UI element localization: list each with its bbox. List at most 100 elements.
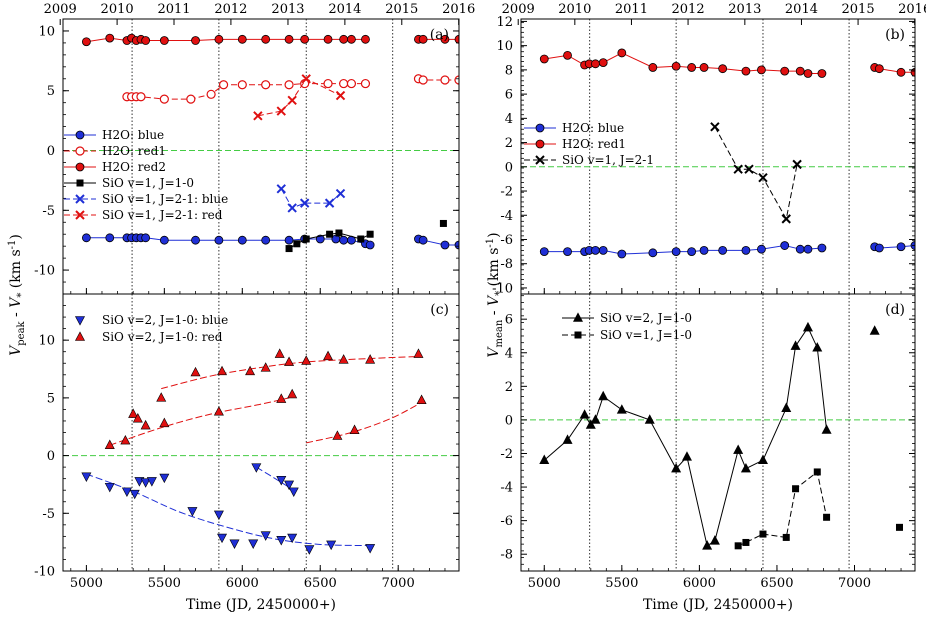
data-point-shape [349, 424, 360, 434]
data-point-shape [699, 63, 709, 72]
legend-marker-shape [75, 331, 85, 341]
data-point-shape [128, 408, 139, 418]
data-point-shape [285, 245, 293, 253]
data-point-shape [744, 164, 754, 174]
data-point [361, 34, 370, 44]
data-point-shape [874, 243, 884, 253]
data-point-shape [813, 468, 821, 476]
data-point [357, 235, 365, 243]
data-point [365, 354, 376, 364]
data-point-shape [821, 424, 832, 434]
year-tick-label: 2015 [385, 2, 418, 17]
data-point [418, 235, 428, 245]
fit-curve [256, 466, 295, 491]
plot-area [539, 321, 903, 550]
data-point [781, 402, 792, 412]
data-point [335, 188, 346, 199]
data-point-shape [261, 34, 271, 44]
fit-curve [306, 402, 422, 444]
data-point-shape [439, 219, 447, 227]
data-point-shape [129, 489, 140, 500]
legend-marker [75, 316, 85, 326]
data-point-shape [217, 365, 228, 376]
legend-label: SiO v=2, J=1-0 [600, 311, 692, 325]
y-tick-label: 10 [38, 24, 55, 39]
data-point-shape [237, 80, 247, 90]
x-axis-label: Time (JD, 2450000+) [186, 597, 336, 613]
data-point-shape [288, 487, 299, 498]
panel-a: 10 5 0 -5 -10 2009 2010 2011 2012 2013 2014 2015 201… [34, 2, 475, 295]
data-point [323, 34, 333, 44]
data-point-shape [585, 419, 596, 429]
data-point [812, 342, 823, 352]
data-point-shape [802, 321, 813, 332]
data-point [757, 65, 766, 75]
data-point [718, 64, 728, 74]
data-point [287, 533, 298, 544]
data-point-shape [213, 406, 224, 416]
data-point-shape [896, 242, 906, 252]
legend-marker-shape [573, 312, 583, 322]
data-point [324, 198, 335, 208]
year-tick-label: 2010 [101, 2, 134, 17]
data-point-shape [81, 472, 92, 482]
data-point-shape [284, 235, 294, 245]
data-point [803, 244, 813, 254]
data-point [349, 424, 360, 434]
data-point [741, 66, 751, 76]
data-point [780, 66, 790, 76]
data-point-shape [81, 233, 91, 243]
data-point [335, 229, 343, 237]
y-tick-label: -8 [500, 257, 513, 272]
data-point [159, 36, 169, 45]
year-tick-label: 2013 [271, 2, 304, 17]
data-point [365, 544, 376, 554]
data-point-shape [757, 65, 766, 75]
y-axis-label-right: Vmean - V* (km s-1) [485, 232, 505, 357]
y-tick-label: 2 [505, 136, 513, 151]
legend-marker [75, 162, 85, 172]
data-point [159, 473, 170, 484]
data-point-shape [563, 247, 572, 256]
legend-marker [75, 194, 85, 204]
data-point-shape [616, 404, 627, 414]
data-point [741, 245, 751, 255]
legend-marker-shape [75, 194, 85, 204]
data-point [261, 80, 271, 90]
data-point [274, 348, 285, 358]
data-point [440, 34, 450, 44]
legend: H2O: blue H2O: red1 H2O: red2 SiO v=1, J=1-… [64, 128, 228, 222]
y-tick-label: 10 [38, 334, 55, 349]
data-point [347, 34, 356, 44]
data-point [699, 63, 709, 72]
y-tick-label: 6 [505, 88, 513, 103]
data-point [591, 59, 600, 69]
data-point [140, 419, 151, 430]
data-point [734, 542, 742, 550]
data-point [287, 95, 297, 106]
data-point [598, 390, 609, 401]
data-point-shape [326, 230, 334, 238]
legend-marker-shape [75, 130, 85, 140]
y-tick-label: 8 [505, 63, 513, 78]
data-point [293, 240, 301, 248]
data-point-shape [792, 485, 800, 493]
data-point-shape [302, 235, 310, 243]
data-point-shape [681, 451, 692, 461]
data-point [339, 34, 349, 44]
data-point-shape [214, 235, 224, 245]
data-point [217, 365, 228, 376]
data-point [284, 34, 294, 44]
data-point [585, 419, 596, 429]
legend-marker-shape [535, 155, 545, 165]
data-point-shape [869, 325, 880, 335]
plot-area [81, 348, 427, 555]
y-tick-label: -5 [42, 507, 55, 522]
data-point-shape [346, 78, 357, 89]
data-point [418, 75, 428, 85]
x-tick-label: 5500 [148, 576, 181, 591]
data-point-shape [120, 434, 131, 445]
y-tick-label: -2 [500, 185, 513, 200]
data-point [104, 482, 115, 493]
